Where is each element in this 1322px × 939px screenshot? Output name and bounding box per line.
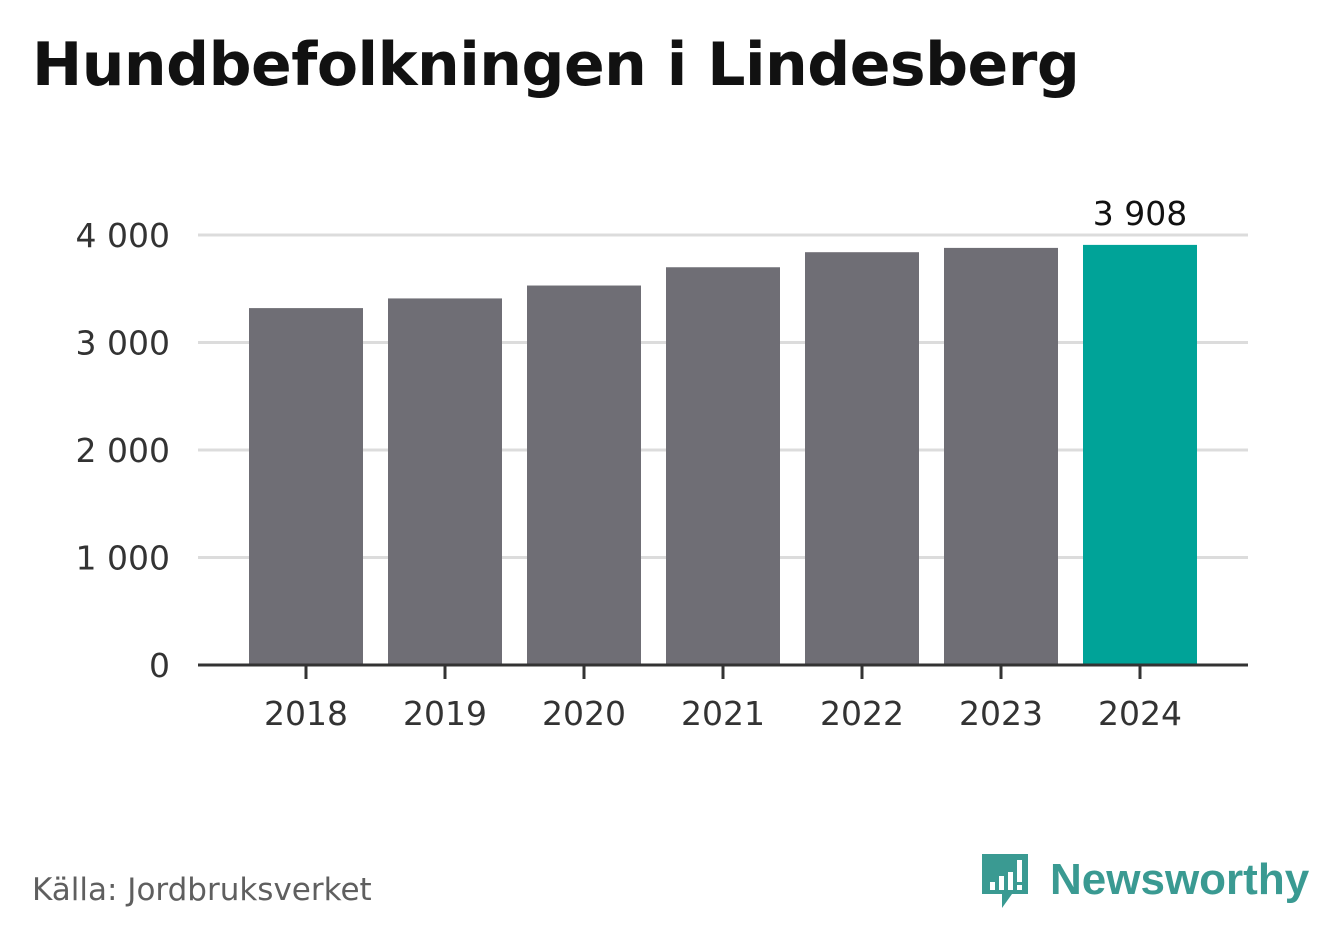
data-label-highlight: 3 908 — [1093, 194, 1187, 233]
x-tick-label: 2023 — [959, 694, 1043, 733]
bar-2021 — [666, 267, 780, 665]
bar-2022 — [805, 252, 919, 665]
bar-2019 — [388, 298, 502, 665]
y-tick-label: 0 — [149, 646, 170, 685]
x-axis-ticks: 2018 2019 2020 2021 2022 2023 2024 — [264, 665, 1182, 733]
chart-title: Hundbefolkningen i Lindesberg — [32, 30, 1080, 100]
y-tick-label: 1 000 — [76, 539, 170, 578]
y-tick-label: 2 000 — [76, 431, 170, 470]
bar-2024 — [1083, 244, 1197, 665]
brand-logo: Newsworthy — [980, 850, 1309, 910]
x-tick-label: 2024 — [1098, 694, 1182, 733]
x-tick-label: 2022 — [820, 694, 904, 733]
x-tick-label: 2019 — [403, 694, 487, 733]
bar-2020 — [527, 285, 641, 665]
newsworthy-logo-icon — [982, 854, 1028, 908]
x-tick-label: 2018 — [264, 694, 348, 733]
bars — [249, 244, 1197, 665]
bar-2018 — [249, 308, 363, 665]
y-tick-label: 4 000 — [76, 216, 170, 255]
bar-2023 — [944, 247, 1058, 665]
y-tick-label: 3 000 — [76, 324, 170, 363]
source-note: Källa: Jordbruksverket — [32, 872, 372, 908]
y-axis-ticks: 0 1 000 2 000 3 000 4 000 — [76, 216, 170, 685]
x-tick-label: 2021 — [681, 694, 765, 733]
x-tick-label: 2020 — [542, 694, 626, 733]
brand-name: Newsworthy — [1050, 855, 1310, 904]
